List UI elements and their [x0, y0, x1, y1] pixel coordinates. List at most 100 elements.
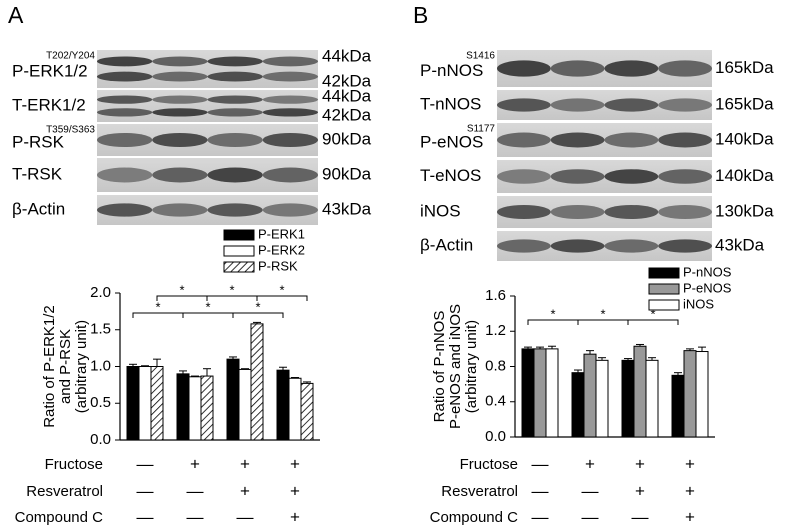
treatment-sign: — — [237, 507, 254, 526]
blot-site: T359/S363 — [46, 125, 95, 136]
blot-band — [262, 56, 318, 67]
error-bar — [229, 356, 237, 360]
treatment-sign: + — [240, 454, 250, 473]
treatment-sign: + — [635, 481, 645, 500]
blot-band — [550, 169, 605, 184]
error-bar — [141, 365, 149, 367]
error-bar — [279, 366, 287, 371]
y-tick-label: 1.5 — [90, 321, 111, 338]
error-bar — [574, 369, 582, 373]
significance-label: * — [205, 299, 210, 314]
blot-band — [497, 132, 551, 148]
blot-band — [207, 71, 263, 82]
bar — [571, 372, 585, 438]
error-bar — [698, 346, 706, 352]
significance-bracket — [627, 319, 679, 325]
blot-label: T-eNOS — [420, 166, 481, 185]
blot-band — [97, 167, 153, 183]
treatment-label: Resveratrol — [26, 483, 103, 500]
legend-label: P-RSK — [258, 258, 298, 273]
blot-band — [207, 132, 263, 148]
treatment-sign: — — [137, 481, 154, 500]
kda-label: 44kDa — [322, 86, 372, 105]
legend-swatch — [648, 299, 680, 311]
bar — [545, 348, 559, 438]
blot-band — [152, 56, 208, 67]
treatment-sign: + — [190, 454, 200, 473]
blot-band — [604, 204, 659, 220]
panel-label: B — [413, 2, 428, 28]
kda-label: 165kDa — [715, 94, 774, 113]
significance-label: * — [650, 306, 655, 321]
legend-label: P-ERK1 — [258, 226, 305, 241]
blot-band — [97, 56, 153, 67]
bar — [533, 348, 547, 438]
kda-label: 90kDa — [322, 129, 372, 148]
y-tick-label: 0.0 — [485, 428, 506, 445]
bar — [521, 348, 535, 438]
kda-label: 42kDa — [322, 105, 372, 124]
y-tick-label: 1.2 — [485, 322, 506, 339]
blot-label: T-RSK — [12, 164, 63, 183]
treatment-sign: — — [187, 481, 204, 500]
bar — [226, 358, 240, 441]
blot-band — [497, 239, 551, 253]
bar — [126, 366, 140, 441]
blot-band — [550, 204, 605, 220]
blot-band — [658, 132, 712, 148]
treatment-sign: + — [585, 454, 595, 473]
blot-band — [658, 98, 712, 112]
legend-label: P-ERK2 — [258, 242, 305, 257]
blot-band — [497, 60, 551, 77]
significance-label: * — [179, 282, 184, 297]
treatment-label: Fructose — [460, 456, 518, 473]
blot-band — [604, 239, 659, 253]
blot-label: β-Actin — [420, 235, 473, 254]
legend-label: iNOS — [683, 296, 714, 311]
blot-label: β-Actin — [12, 199, 65, 218]
blot-band — [207, 167, 263, 183]
blot-band — [207, 203, 263, 217]
y-tick-label: 2.0 — [90, 284, 111, 301]
blot-label: P-nNOS — [420, 61, 483, 80]
treatment-sign: + — [290, 481, 300, 500]
error-bar — [153, 358, 161, 367]
treatment-sign: + — [635, 454, 645, 473]
blot-band — [152, 71, 208, 82]
error-bar — [586, 350, 594, 355]
blot-band — [207, 108, 263, 117]
error-bar — [524, 346, 532, 349]
y-axis-label: Ratio of P-ERK1/2 — [41, 305, 58, 428]
bar — [621, 359, 635, 438]
y-tick-label: 0.8 — [485, 357, 506, 374]
treatment-sign: — — [137, 454, 154, 473]
kda-label: 140kDa — [715, 129, 774, 148]
error-bar — [191, 375, 199, 377]
blot-site: S1177 — [467, 124, 496, 135]
treatment-sign: — — [532, 507, 549, 526]
treatment-sign: — — [632, 507, 649, 526]
legend-label: P-eNOS — [683, 280, 732, 295]
blot-band — [658, 239, 712, 253]
blot-band — [550, 239, 605, 253]
error-bar — [624, 358, 632, 361]
treatment-sign: + — [290, 454, 300, 473]
kda-label: 165kDa — [715, 58, 774, 77]
blot-band — [550, 60, 605, 77]
bar — [300, 382, 314, 441]
error-bar — [536, 346, 544, 349]
treatment-sign: — — [532, 454, 549, 473]
error-bar — [203, 368, 211, 377]
blot-band — [497, 98, 551, 112]
blot-band — [550, 98, 605, 112]
blot-band — [262, 167, 318, 183]
bar — [645, 359, 659, 438]
error-bar — [129, 363, 137, 367]
blot-band — [262, 95, 318, 104]
blot-band — [152, 132, 208, 148]
blot-band — [152, 108, 208, 117]
blot-band — [658, 169, 712, 184]
error-bar — [648, 357, 656, 361]
bar — [633, 345, 647, 438]
blot-site: T202/Y204 — [46, 51, 95, 62]
